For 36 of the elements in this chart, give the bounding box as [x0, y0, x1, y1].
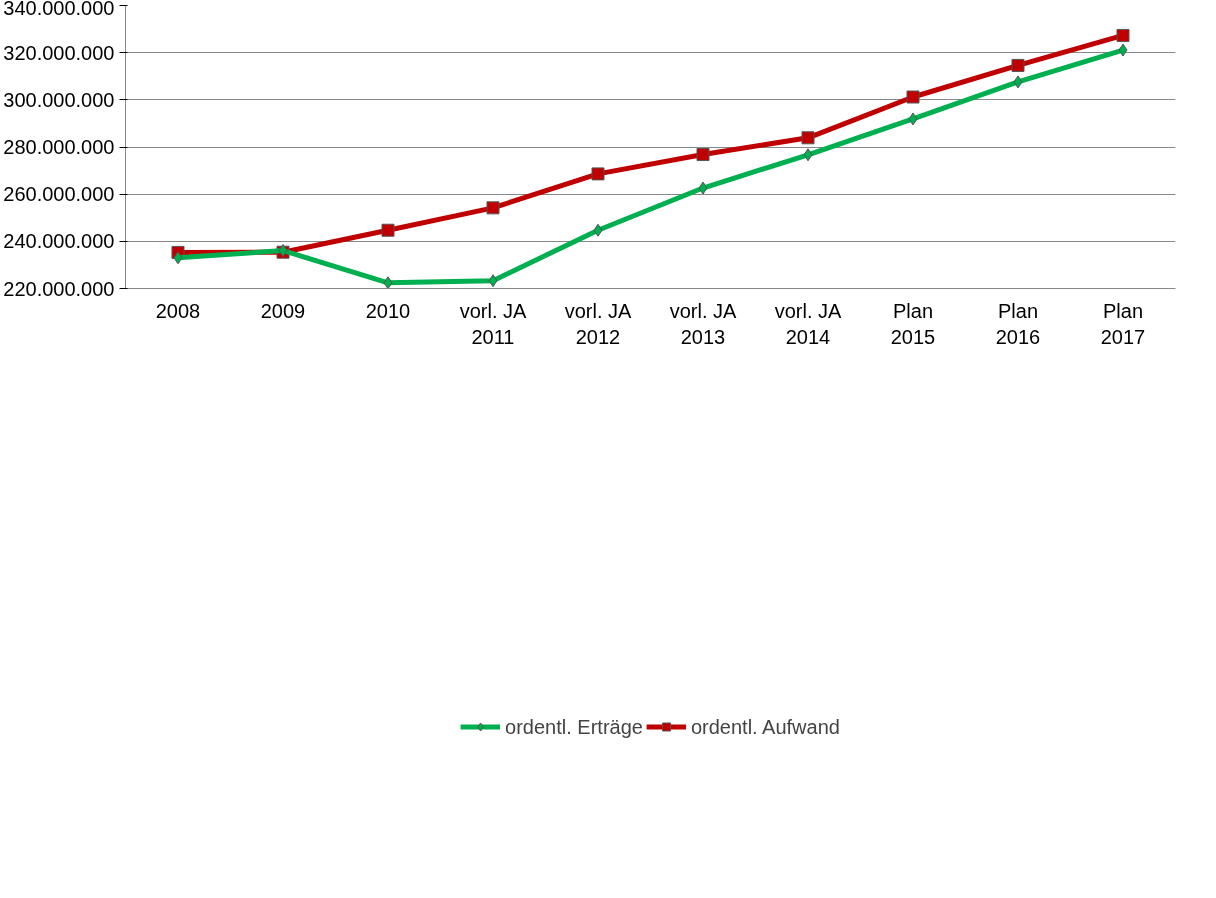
x-tick-label: Plan 2016 — [995, 299, 1041, 348]
point — [383, 276, 393, 289]
point — [593, 223, 603, 237]
point — [1118, 43, 1128, 57]
point — [906, 90, 920, 104]
y-tick-label: 300.000.000 — [3, 88, 115, 111]
y-tick-label: 240.000.000 — [3, 230, 115, 253]
x-tick-label: vorl. JA 2014 — [774, 299, 842, 348]
point — [486, 201, 500, 215]
point — [1011, 58, 1025, 72]
y-tick-label: 280.000.000 — [3, 136, 115, 158]
y-tick-label: 220.000.000 — [3, 277, 115, 300]
x-tick-label: 2010 — [365, 299, 411, 322]
point — [1116, 28, 1130, 42]
x-tick-label: 2009 — [260, 299, 306, 322]
legend-label: ordentl. Aufwand — [690, 715, 840, 739]
x-tick-label: 2008 — [155, 299, 201, 322]
point — [1013, 75, 1023, 89]
point — [803, 148, 813, 162]
point — [488, 274, 498, 288]
x-tick-label: vorl. JA 2012 — [564, 299, 632, 348]
point — [696, 148, 710, 162]
legend-label: ordentl. Erträge — [505, 715, 643, 739]
point — [801, 131, 815, 145]
y-tick-label: 320.000.000 — [3, 41, 115, 64]
point — [381, 223, 395, 237]
x-tick-label: vorl. JA 2011 — [459, 299, 527, 348]
x-tick-label: Plan 2015 — [890, 299, 936, 348]
point — [591, 167, 605, 181]
point — [908, 112, 918, 126]
y-tick-label: 260.000.000 — [3, 183, 115, 206]
point — [173, 251, 183, 265]
x-tick-label: vorl. JA 2013 — [669, 299, 737, 348]
point — [698, 181, 708, 195]
x-tick-label: Plan 2017 — [1100, 299, 1146, 348]
y-tick-label: 340.000.000 — [3, 0, 115, 19]
